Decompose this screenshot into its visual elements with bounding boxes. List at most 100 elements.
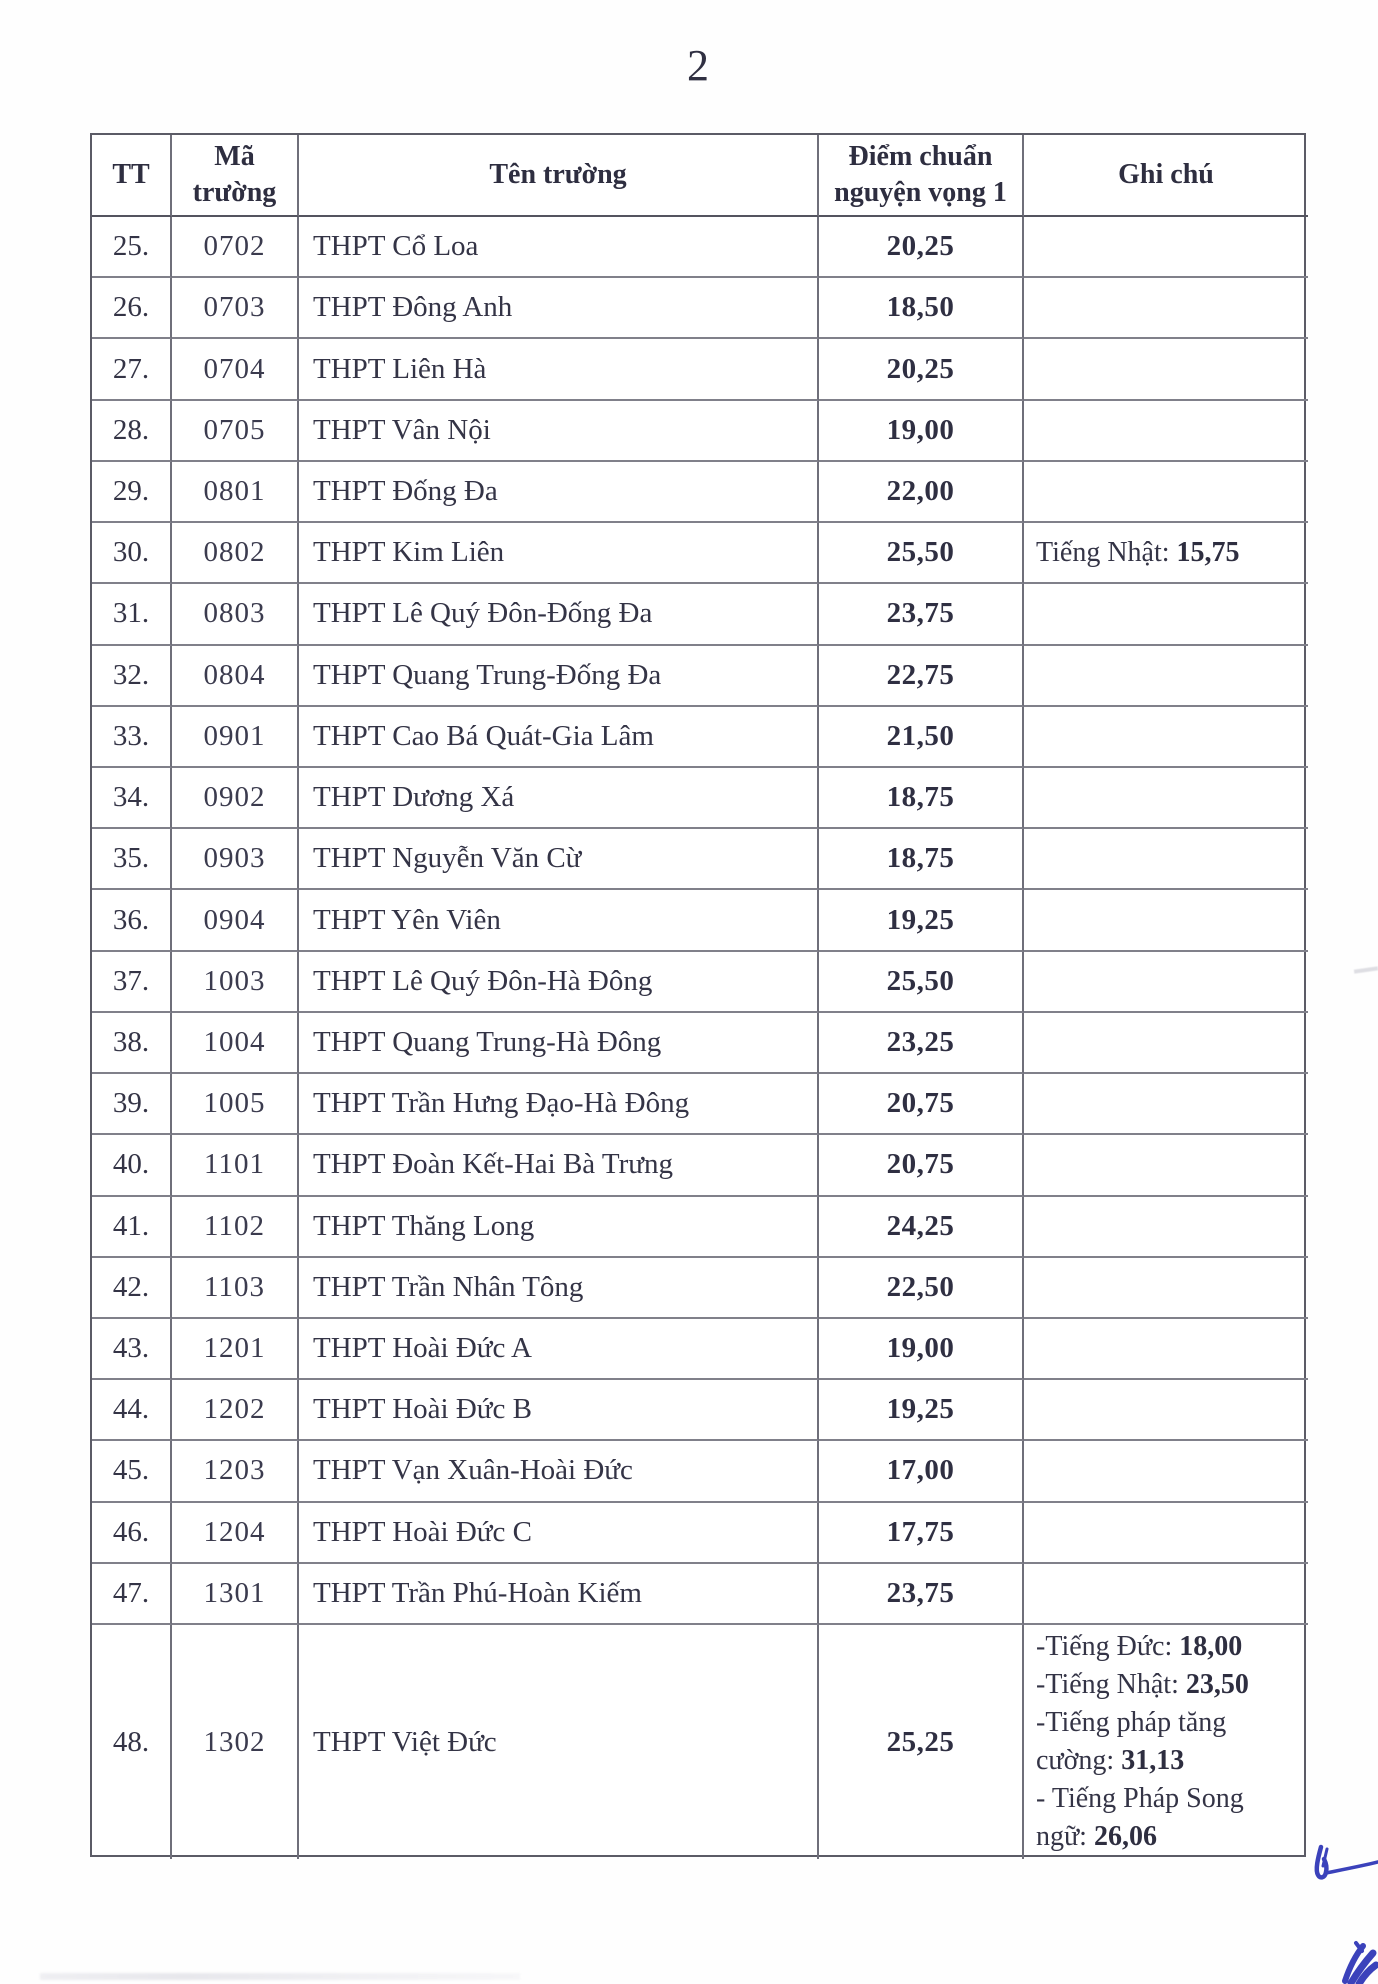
school-name-cell: THPT Cao Bá Quát-Gia Lâm [299,706,819,768]
note-cell [1024,890,1308,952]
score-cell: 18,75 [819,767,1024,830]
school-code-cell: 0804 [172,645,299,707]
school-code-cell: 0703 [172,278,299,340]
school-name-cell: THPT Nguyễn Văn Cừ [299,829,819,891]
note-cell [1024,401,1308,462]
note-cell [1024,1258,1308,1319]
row-index-cell: 28. [92,400,172,462]
note-cell [1024,707,1308,768]
column-header-code: Mã trường [172,135,299,217]
page-number: 2 [687,41,709,90]
note-cell: Tiếng Nhật: 15,75 [1024,523,1308,585]
school-code-cell: 1203 [172,1441,299,1503]
row-index-cell: 26. [92,278,172,340]
score-cell: 19,25 [819,1380,1024,1442]
school-name-cell: THPT Lê Quý Đôn-Đống Đa [299,584,819,646]
score-cell: 20,25 [819,217,1024,279]
row-index-cell: 46. [92,1502,172,1564]
school-name-cell: THPT Trần Phú-Hoàn Kiếm [299,1563,819,1626]
row-index-cell: 27. [92,339,172,401]
note-cell [1024,1074,1308,1136]
note-cell [1024,217,1308,279]
school-code-cell: 0802 [172,523,299,585]
school-name-cell: THPT Việt Đức [299,1625,819,1860]
note-cell [1024,1135,1308,1197]
school-code-cell: 0902 [172,767,299,830]
school-code-cell: 0901 [172,706,299,768]
score-cell: 23,75 [819,584,1024,646]
score-cell: 20,25 [819,339,1024,401]
school-name-cell: THPT Kim Liên [299,523,819,585]
school-code-cell: 0704 [172,339,299,401]
note-cell [1024,1503,1308,1564]
school-code-cell: 1204 [172,1502,299,1564]
note-cell [1024,1013,1308,1075]
row-index-cell: 47. [92,1563,172,1626]
row-index-cell: 44. [92,1380,172,1442]
row-index-cell: 29. [92,461,172,524]
note-cell [1024,339,1308,401]
row-index-cell: 25. [92,217,172,279]
school-code-cell: 1201 [172,1318,299,1381]
note-cell [1024,646,1308,707]
note-cell [1024,278,1308,340]
row-index-cell: 36. [92,890,172,952]
row-index-cell: 43. [92,1318,172,1381]
school-name-cell: THPT Vạn Xuân-Hoài Đức [299,1441,819,1503]
score-cell: 21,50 [819,706,1024,768]
score-cell: 25,25 [819,1625,1024,1860]
score-cell: 22,75 [819,645,1024,707]
score-cell: 17,75 [819,1502,1024,1564]
school-name-cell: THPT Yên Viên [299,890,819,952]
school-name-cell: THPT Đông Anh [299,278,819,340]
school-name-cell: THPT Quang Trung-Hà Đông [299,1012,819,1075]
row-index-cell: 39. [92,1074,172,1136]
score-cell: 17,00 [819,1441,1024,1503]
score-cell: 20,75 [819,1074,1024,1136]
school-name-cell: THPT Trần Hưng Đạo-Hà Đông [299,1074,819,1136]
score-cell: 18,75 [819,829,1024,891]
score-cell: 19,00 [819,1318,1024,1381]
note-cell [1024,768,1308,830]
school-code-cell: 0702 [172,217,299,279]
row-index-cell: 42. [92,1257,172,1319]
school-code-cell: 1003 [172,951,299,1013]
row-index-cell: 45. [92,1441,172,1503]
school-code-cell: 1101 [172,1135,299,1197]
note-cell: -Tiếng Đức: 18,00 -Tiếng Nhật: 23,50 -Tiến… [1024,1625,1308,1859]
column-header-tt: TT [92,135,172,217]
scan-artifact-smudge [40,1973,520,1980]
row-index-cell: 32. [92,645,172,707]
row-index-cell: 31. [92,584,172,646]
row-index-cell: 37. [92,951,172,1013]
school-name-cell: THPT Hoài Đức A [299,1318,819,1381]
score-cell: 24,25 [819,1196,1024,1258]
school-name-cell: THPT Trần Nhân Tông [299,1257,819,1319]
row-index-cell: 34. [92,767,172,830]
note-cell [1024,1564,1308,1626]
note-item: Tiếng Nhật: 15,75 [1036,536,1240,568]
school-name-cell: THPT Cổ Loa [299,217,819,279]
school-code-cell: 1004 [172,1012,299,1075]
school-name-cell: THPT Thăng Long [299,1196,819,1258]
school-code-cell: 0705 [172,400,299,462]
school-code-cell: 0903 [172,829,299,891]
school-name-cell: THPT Liên Hà [299,339,819,401]
row-index-cell: 33. [92,706,172,768]
score-cell: 23,25 [819,1012,1024,1075]
row-index-cell: 30. [92,523,172,585]
school-name-cell: THPT Dương Xá [299,767,819,830]
note-cell [1024,1197,1308,1258]
note-content: -Tiếng Đức: 18,00 -Tiếng Nhật: 23,50 -Tiến… [1036,1628,1300,1856]
note-item: -Tiếng Đức: 18,00 [1036,1631,1243,1663]
note-cell [1024,462,1308,524]
note-item: - Tiếng Pháp Song ngữ: 26,06 [1036,1783,1244,1853]
note-cell [1024,584,1308,646]
row-index-cell: 40. [92,1135,172,1197]
row-index-cell: 41. [92,1196,172,1258]
row-index-cell: 38. [92,1012,172,1075]
row-index-cell: 35. [92,829,172,891]
scores-table: TT Mã trường Tên trường Điểm chuẩn nguyệ… [90,133,1308,1860]
column-header-note: Ghi chú [1024,135,1308,217]
